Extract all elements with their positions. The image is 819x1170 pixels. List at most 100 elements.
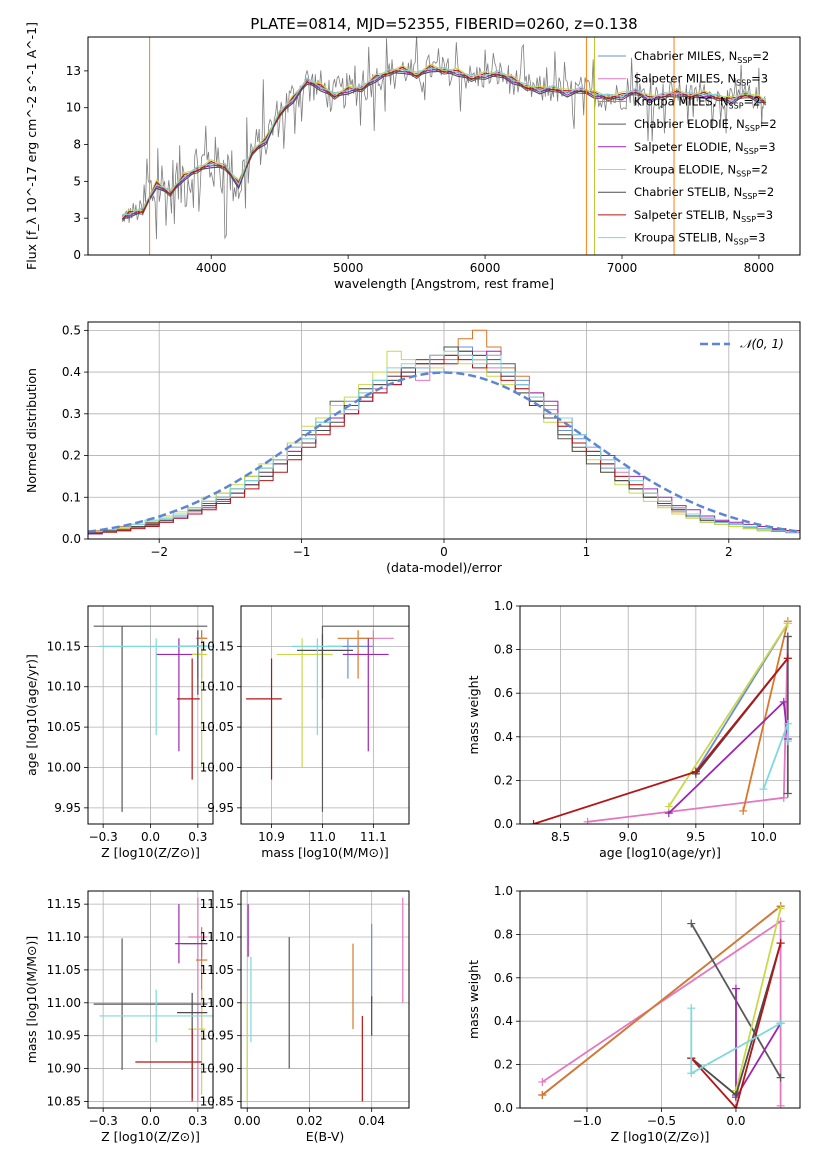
x-tick-label: 2 bbox=[725, 545, 733, 559]
plot-area bbox=[93, 625, 213, 812]
legend-label-main: Salpeter MILES, N bbox=[634, 72, 736, 86]
mass-weight-line bbox=[690, 942, 782, 1108]
y-tick-label: 10.10 bbox=[200, 680, 234, 694]
x-tick-label: 11.0 bbox=[309, 830, 336, 844]
y-axis-label: age [log10(age/yr)] bbox=[24, 654, 39, 776]
panel-mass-vs-EBV: 0.00 0.02 0.04 10.85 10.90 10.95 11.00 11.05 11.… bbox=[200, 890, 410, 1144]
panel-age-vs-Z: −0.3 0.0 0.3 9.95 10.00 10.05 10.10 10.15 Z [log… bbox=[24, 605, 214, 860]
plot-area bbox=[121, 37, 767, 255]
legend: 𝒩(0, 1) bbox=[700, 337, 784, 351]
x-tick-label: −1 bbox=[293, 545, 311, 559]
axes-frame bbox=[87, 605, 214, 825]
x-tick-label: 0.0 bbox=[141, 830, 160, 844]
plus-marker bbox=[731, 1104, 740, 1108]
plus-marker bbox=[783, 654, 792, 663]
y-axis-label: mass weight bbox=[466, 675, 481, 754]
plus-marker bbox=[776, 1101, 785, 1108]
y-tick-label: 10.95 bbox=[47, 1029, 81, 1043]
plus-marker bbox=[776, 1073, 785, 1082]
y-axis-label: mass weight bbox=[466, 960, 481, 1039]
x-tick-label: −0.5 bbox=[647, 1114, 676, 1128]
normal-reference-curve bbox=[88, 371, 800, 533]
x-tick-label: 5000 bbox=[333, 261, 364, 275]
y-tick-label: 0.4 bbox=[62, 365, 81, 379]
x-tick-label: 7000 bbox=[607, 261, 638, 275]
y-tick-label: 1.0 bbox=[494, 599, 513, 613]
y-tick-label: 10.00 bbox=[200, 760, 234, 774]
x-tick-label: 9.0 bbox=[619, 830, 638, 844]
x-tick-label: 0.0 bbox=[726, 1114, 745, 1128]
x-tick-label: 0.3 bbox=[188, 830, 207, 844]
histogram-step-line bbox=[88, 350, 800, 532]
y-tick-label: 10.05 bbox=[47, 720, 81, 734]
plus-marker bbox=[583, 817, 592, 824]
legend-label-sub: SSP bbox=[729, 101, 744, 110]
legend-label-main: Salpeter STELIB, N bbox=[634, 208, 741, 222]
plus-marker bbox=[779, 697, 788, 706]
y-tick-label: 0.4 bbox=[494, 1014, 513, 1028]
y-tick-label: 0.8 bbox=[494, 643, 513, 657]
model-spectrum-line bbox=[121, 66, 767, 222]
x-tick-label: −0.3 bbox=[89, 1114, 118, 1128]
plus-marker bbox=[776, 1019, 785, 1028]
legend-label-main: Kroupa ELODIE, N bbox=[634, 163, 736, 177]
y-tick-label: 10.10 bbox=[47, 680, 81, 694]
x-tick-label: 0.02 bbox=[296, 1114, 323, 1128]
plus-marker bbox=[529, 820, 538, 824]
y-axis-label: Flux [f_λ 10^-17 erg cm^-2 s^-1 A^-1] bbox=[24, 22, 39, 270]
y-axis-label: mass [log10(M/M⊙)] bbox=[24, 936, 39, 1064]
model-spectrum-line bbox=[121, 63, 767, 219]
y-tick-label: 11.15 bbox=[200, 897, 234, 911]
x-tick-label: 4000 bbox=[196, 261, 227, 275]
axes-frame bbox=[240, 605, 410, 825]
y-tick-label: 0.3 bbox=[62, 407, 81, 421]
x-tick-label: 0.0 bbox=[141, 1114, 160, 1128]
legend-label-tail: =3 bbox=[749, 231, 766, 245]
plus-marker bbox=[739, 806, 748, 815]
y-tick-label: 10.95 bbox=[200, 1029, 234, 1043]
y-tick-label: 10.90 bbox=[200, 1062, 234, 1076]
x-tick-label: 0.00 bbox=[234, 1114, 261, 1128]
y-tick-label: 0.2 bbox=[494, 773, 513, 787]
axes-frame bbox=[240, 890, 410, 1109]
legend-label-main: Kroupa STELIB, N bbox=[634, 231, 734, 245]
legend-label-tail: =2 bbox=[751, 163, 768, 177]
panel-age-vs-mass: 10.9 11.0 11.1 9.95 10.00 10.05 10.10 10.15 mass… bbox=[200, 605, 410, 860]
legend-label-tail: =2 bbox=[760, 117, 777, 131]
legend-entry: Chabrier ELODIE, NSSP=2 bbox=[634, 117, 777, 133]
y-tick-label: 11.15 bbox=[47, 897, 81, 911]
legend-label-tail: =3 bbox=[751, 72, 768, 86]
y-tick-label: 8 bbox=[73, 138, 81, 152]
x-axis-label: (data-model)/error bbox=[386, 560, 503, 575]
panel-massweight-vs-Z: −1.0 −0.5 0.0 0.0 0.2 0.4 0.6 0.8 1.0 Z [log10(Z/… bbox=[466, 884, 801, 1144]
figure-title: PLATE=0814, MJD=52355, FIBERID=0260, z=0… bbox=[250, 15, 637, 33]
y-tick-label: 0.2 bbox=[494, 1058, 513, 1072]
y-tick-label: 0.4 bbox=[494, 730, 513, 744]
y-tick-label: 0.6 bbox=[494, 686, 513, 700]
y-tick-label: 1.0 bbox=[494, 884, 513, 898]
x-tick-label: −1.0 bbox=[572, 1114, 601, 1128]
x-tick-label: 10.9 bbox=[258, 830, 285, 844]
legend-entry: Kroupa ELODIE, NSSP=2 bbox=[634, 163, 768, 179]
x-tick-label: 11.1 bbox=[360, 830, 387, 844]
y-tick-label: 10.90 bbox=[47, 1062, 81, 1076]
legend-label-main: Chabrier ELODIE, N bbox=[634, 117, 745, 131]
y-tick-label: 10.85 bbox=[200, 1094, 234, 1108]
y-tick-label: 11.05 bbox=[47, 963, 81, 977]
y-tick-label: 10 bbox=[66, 101, 81, 115]
plus-marker bbox=[664, 802, 673, 811]
plus-marker bbox=[691, 767, 700, 776]
plus-marker bbox=[731, 984, 740, 993]
y-tick-label: 0.6 bbox=[494, 971, 513, 985]
plot-area bbox=[246, 897, 404, 1102]
y-tick-label: 11.10 bbox=[200, 930, 234, 944]
legend-label-sub: SSP bbox=[734, 238, 749, 247]
legend-entry: Salpeter ELODIE, NSSP=3 bbox=[634, 140, 776, 156]
y-tick-label: 11.10 bbox=[47, 930, 81, 944]
plus-marker bbox=[779, 793, 788, 802]
y-tick-label: 9.95 bbox=[207, 801, 234, 815]
model-spectrum-line bbox=[121, 65, 767, 220]
x-axis-label: Z [log10(Z/Z⊙)] bbox=[101, 845, 200, 860]
legend-label-sub: SSP bbox=[744, 147, 759, 156]
